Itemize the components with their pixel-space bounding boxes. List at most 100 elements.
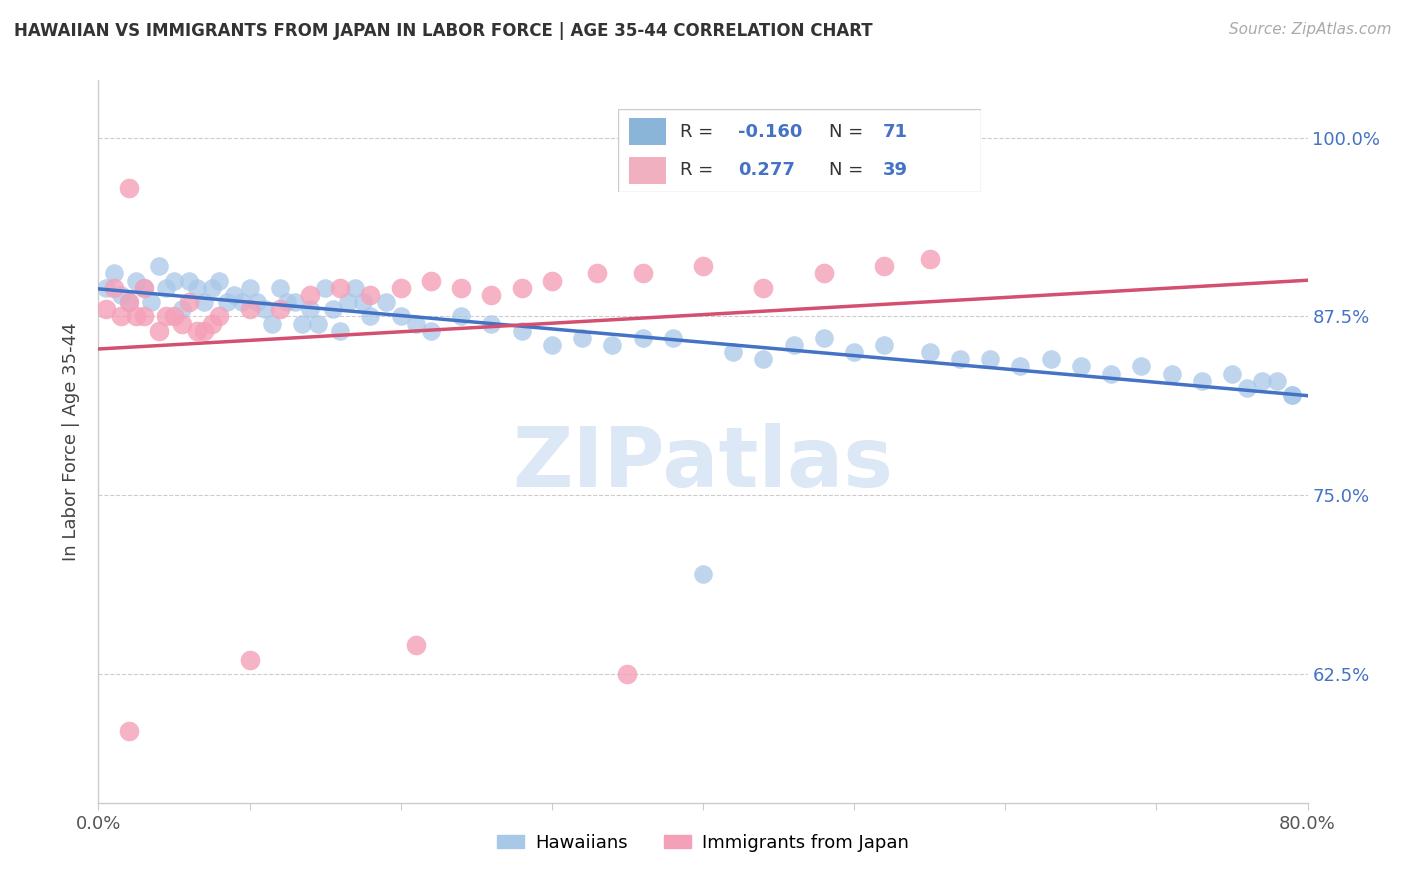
Point bbox=[170, 317, 193, 331]
Point bbox=[389, 310, 412, 324]
Text: ZIPatlas: ZIPatlas bbox=[513, 423, 893, 504]
Point bbox=[450, 281, 472, 295]
Point bbox=[186, 281, 208, 295]
Point bbox=[1010, 359, 1032, 374]
Point bbox=[170, 302, 193, 317]
Point bbox=[94, 302, 117, 317]
Point bbox=[314, 281, 336, 295]
Point bbox=[631, 331, 654, 345]
Point bbox=[118, 724, 141, 739]
Text: Source: ZipAtlas.com: Source: ZipAtlas.com bbox=[1229, 22, 1392, 37]
Point bbox=[873, 260, 896, 274]
Point bbox=[148, 324, 170, 338]
Point bbox=[631, 267, 654, 281]
Point bbox=[844, 345, 866, 359]
Point bbox=[873, 338, 896, 352]
Point bbox=[201, 281, 224, 295]
Point bbox=[813, 331, 835, 345]
Point bbox=[1039, 352, 1062, 367]
Point bbox=[1236, 381, 1258, 395]
Point bbox=[163, 310, 186, 324]
Point bbox=[125, 274, 148, 288]
Point bbox=[1220, 367, 1243, 381]
Point bbox=[752, 281, 775, 295]
Point bbox=[208, 274, 231, 288]
Point bbox=[661, 331, 683, 345]
Point bbox=[179, 295, 201, 310]
Point bbox=[1070, 359, 1092, 374]
Point bbox=[1130, 359, 1153, 374]
Point bbox=[783, 338, 806, 352]
Point bbox=[239, 653, 262, 667]
Point bbox=[215, 295, 238, 310]
Point bbox=[692, 260, 714, 274]
Point bbox=[360, 288, 382, 302]
Point bbox=[616, 667, 638, 681]
Point bbox=[918, 252, 941, 266]
Point bbox=[132, 310, 155, 324]
Point bbox=[239, 281, 262, 295]
Point bbox=[344, 281, 367, 295]
Point bbox=[329, 281, 352, 295]
Point bbox=[148, 260, 170, 274]
Point bbox=[450, 310, 472, 324]
Point bbox=[118, 295, 141, 310]
Point bbox=[246, 295, 269, 310]
Point bbox=[103, 267, 125, 281]
Point bbox=[420, 274, 443, 288]
Point bbox=[1099, 367, 1122, 381]
Point bbox=[132, 281, 155, 295]
Point bbox=[208, 310, 231, 324]
Point bbox=[193, 295, 215, 310]
Point bbox=[949, 352, 972, 367]
Point bbox=[1251, 374, 1274, 388]
Point bbox=[201, 317, 224, 331]
Point bbox=[723, 345, 745, 359]
Point bbox=[1267, 374, 1289, 388]
Text: HAWAIIAN VS IMMIGRANTS FROM JAPAN IN LABOR FORCE | AGE 35-44 CORRELATION CHART: HAWAIIAN VS IMMIGRANTS FROM JAPAN IN LAB… bbox=[14, 22, 873, 40]
Point bbox=[179, 274, 201, 288]
Point bbox=[602, 338, 624, 352]
Point bbox=[540, 274, 562, 288]
Point bbox=[118, 295, 141, 310]
Point bbox=[481, 288, 503, 302]
Point bbox=[352, 295, 374, 310]
Point bbox=[299, 288, 322, 302]
Point bbox=[586, 267, 609, 281]
Point bbox=[1191, 374, 1213, 388]
Point bbox=[110, 288, 132, 302]
Point bbox=[141, 295, 163, 310]
Point bbox=[224, 288, 246, 302]
Point bbox=[163, 274, 186, 288]
Point bbox=[389, 281, 412, 295]
Point bbox=[918, 345, 941, 359]
Point bbox=[752, 352, 775, 367]
Y-axis label: In Labor Force | Age 35-44: In Labor Force | Age 35-44 bbox=[62, 322, 80, 561]
Point bbox=[1160, 367, 1182, 381]
Point bbox=[692, 566, 714, 581]
Point bbox=[481, 317, 503, 331]
Point bbox=[155, 310, 177, 324]
Point bbox=[510, 281, 533, 295]
Point bbox=[231, 295, 253, 310]
Point bbox=[322, 302, 344, 317]
Point bbox=[118, 180, 141, 194]
Point bbox=[329, 324, 352, 338]
Point bbox=[94, 281, 117, 295]
Point bbox=[374, 295, 396, 310]
Point bbox=[307, 317, 329, 331]
Point bbox=[284, 295, 307, 310]
Point bbox=[420, 324, 443, 338]
Point bbox=[979, 352, 1001, 367]
Point bbox=[1281, 388, 1303, 402]
Point bbox=[405, 639, 427, 653]
Point bbox=[571, 331, 593, 345]
Point bbox=[186, 324, 208, 338]
Point bbox=[253, 302, 276, 317]
Point bbox=[1281, 388, 1303, 402]
Point bbox=[239, 302, 262, 317]
Point bbox=[110, 310, 132, 324]
Point bbox=[540, 338, 562, 352]
Point bbox=[155, 281, 177, 295]
Point bbox=[269, 281, 291, 295]
